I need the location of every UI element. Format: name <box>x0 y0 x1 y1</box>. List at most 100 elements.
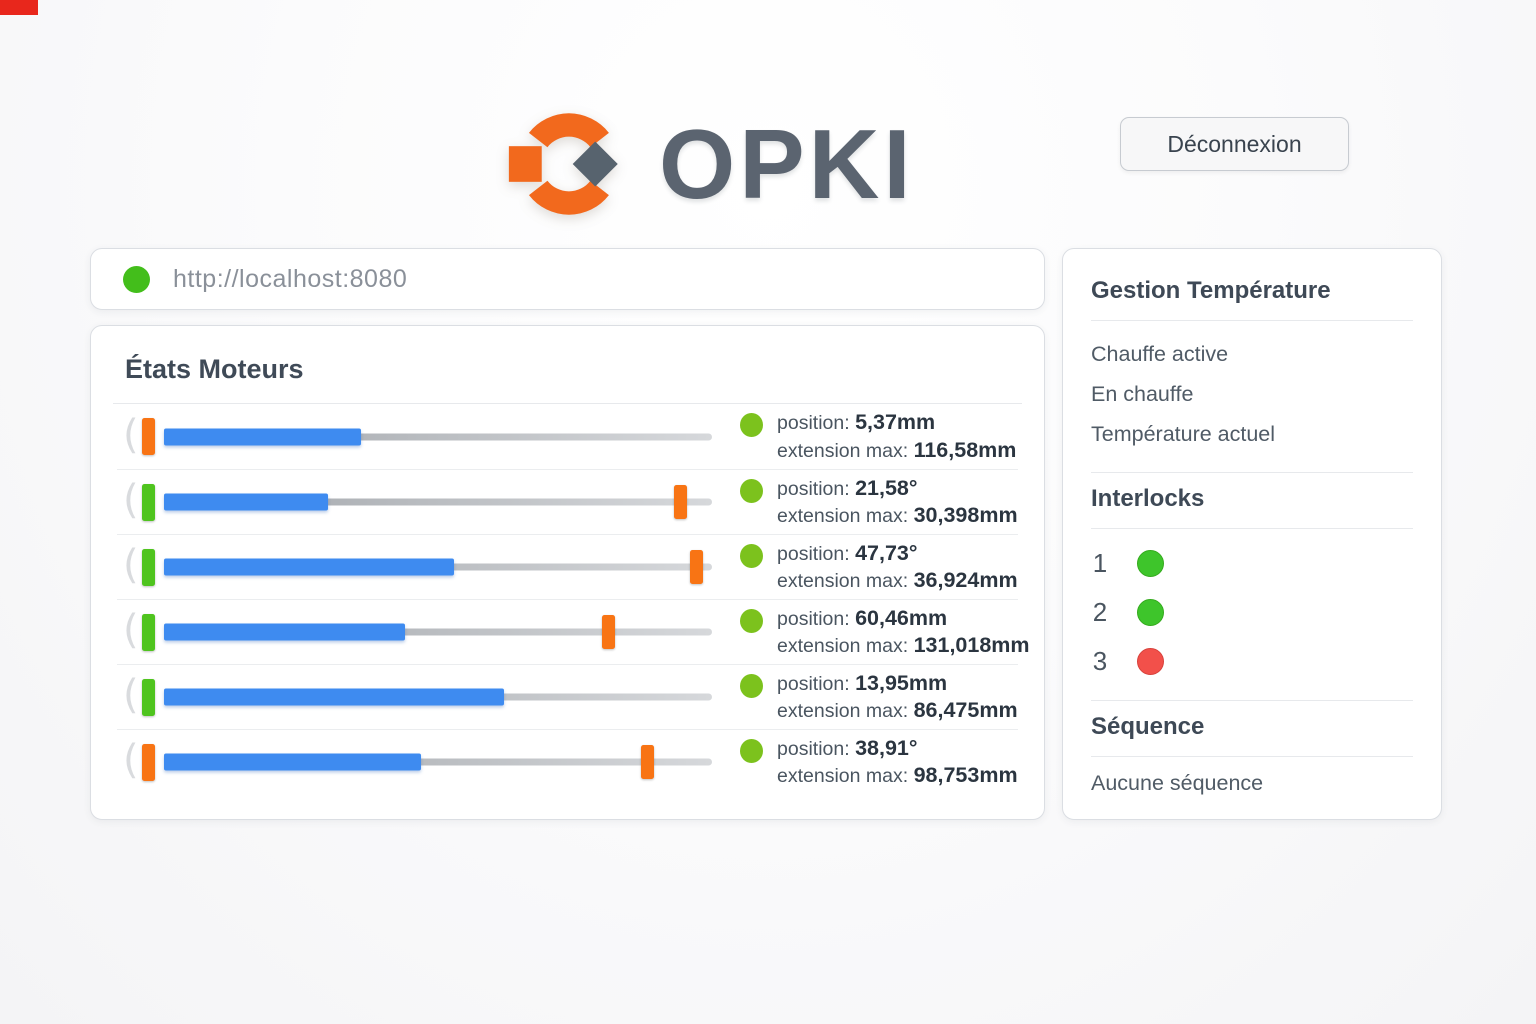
motor-status-dot <box>740 478 763 503</box>
motor-position-slider[interactable] <box>163 676 712 718</box>
temperature-item: En chauffe <box>1091 382 1194 406</box>
temperature-item: Température actuel <box>1091 422 1276 446</box>
slider-fill <box>163 688 504 706</box>
slider-end-bracket: ( <box>123 477 139 523</box>
position-label: position: <box>777 737 856 760</box>
limit-marker <box>673 485 687 519</box>
left-limit-marker <box>141 483 155 521</box>
motors-panel-title: États Moteurs <box>125 354 304 384</box>
left-limit-marker <box>141 418 155 455</box>
motor-position-slider[interactable] <box>163 416 712 458</box>
position-value: 13,95mm <box>855 670 948 695</box>
motor-status: position: 21,58° extension max: 30,398mm <box>740 474 1018 531</box>
slider-fill <box>163 558 455 576</box>
extension-max-label: extension max: <box>777 505 914 527</box>
left-limit-marker <box>141 743 155 781</box>
extension-max-label: extension max: <box>777 765 914 787</box>
corner-red-artifact <box>0 0 38 15</box>
slider-end-bracket: ( <box>123 411 139 458</box>
extension-max-value: 116,58mm <box>913 437 1017 462</box>
extension-max-value: 86,475mm <box>913 698 1018 722</box>
interlock-row: 2 <box>1091 588 1413 637</box>
interlock-number: 2 <box>1092 597 1108 627</box>
position-value: 21,58° <box>855 475 918 500</box>
slider-track <box>163 758 712 766</box>
status-sidebar: Gestion Température Chauffe active En cha… <box>1062 248 1442 820</box>
motor-status: position: 60,46mm extension max: 131,018m… <box>740 604 1030 661</box>
divider <box>113 403 1022 404</box>
extension-max-value: 30,398mm <box>913 503 1018 527</box>
interlock-row: 3 <box>1091 637 1413 686</box>
url-text: http://localhost:8080 <box>173 264 408 293</box>
motor-position-slider[interactable] <box>163 481 712 523</box>
interlock-number: 1 <box>1092 548 1108 578</box>
motor-row: ( position: 5,37mm extension max: 116,58mm <box>117 404 1018 469</box>
motor-row: (position: 13,95mm extension max: 86,475m… <box>117 664 1018 729</box>
motor-status-dot <box>740 543 763 568</box>
slider-track <box>163 433 712 440</box>
motor-row: ( position: 21,58° extension max: 30,398mm <box>117 469 1018 534</box>
position-value: 60,46mm <box>855 605 948 630</box>
slider-fill <box>163 428 362 445</box>
sequence-status: Aucune séquence <box>1091 771 1264 795</box>
interlock-status-dot <box>1137 648 1164 675</box>
limit-marker <box>602 615 616 649</box>
motor-status: position: 5,37mm extension max: 116,58mm <box>740 408 1018 465</box>
position-value: 5,37mm <box>855 410 936 434</box>
motor-status: position: 38,91° extension max: 98,753mm <box>740 734 1018 791</box>
motor-position-slider[interactable] <box>163 546 712 588</box>
motor-status-dot <box>740 673 763 698</box>
extension-max-label: extension max: <box>777 439 914 462</box>
logout-button[interactable]: Déconnexion <box>1120 117 1349 171</box>
motor-readout: position: 21,58° extension max: 30,398mm <box>777 476 1018 531</box>
motor-rows: ( position: 5,37mm extension max: 116,58mm… <box>117 404 1030 794</box>
motor-readout: position: 13,95mm extension max: 86,475mm <box>777 671 1018 726</box>
motor-status-dot <box>740 738 763 763</box>
slider-fill <box>163 623 405 641</box>
slider-end-bracket: ( <box>123 542 139 588</box>
opki-logo-icon <box>508 113 618 215</box>
motor-status: position: 13,95mm extension max: 86,475mm <box>740 669 1018 726</box>
extension-max-value: 131,018mm <box>913 633 1030 657</box>
url-bar[interactable]: http://localhost:8080 <box>90 248 1045 310</box>
extension-max-label: extension max: <box>777 635 914 657</box>
motor-row: ( position: 38,91° extension max: 98,753mm <box>117 729 1018 794</box>
motor-position-slider[interactable] <box>163 741 712 783</box>
motor-row: ( position: 47,73° extension max: 36,924mm <box>117 534 1018 599</box>
position-label: position: <box>777 672 856 695</box>
slider-track <box>163 628 712 636</box>
limit-marker <box>690 550 704 584</box>
motors-panel: États Moteurs ( position: 5,37mm extension… <box>90 325 1045 820</box>
left-limit-marker <box>141 548 155 586</box>
position-value: 38,91° <box>855 735 918 760</box>
interlock-number: 3 <box>1092 646 1108 676</box>
sequence-section-title: Séquence <box>1091 701 1413 757</box>
position-label: position: <box>777 477 856 500</box>
motor-row: (position: 60,46mm extension max: 131,018… <box>117 599 1030 664</box>
brand-wordmark: OPKI <box>659 109 915 219</box>
position-value: 47,73° <box>855 540 918 565</box>
interlock-list: 1 2 3 <box>1091 529 1413 701</box>
interlock-status-dot <box>1137 550 1164 577</box>
extension-max-label: extension max: <box>777 700 914 722</box>
slider-fill <box>163 753 422 771</box>
slider-end-bracket: ( <box>123 737 139 783</box>
slider-track <box>163 498 712 506</box>
interlock-status-dot <box>1137 599 1164 626</box>
temperature-section-title: Gestion Température <box>1091 265 1413 321</box>
left-limit-marker <box>141 613 155 651</box>
left-limit-marker <box>141 678 155 716</box>
position-label: position: <box>777 412 856 434</box>
motor-position-slider[interactable] <box>163 611 712 653</box>
position-label: position: <box>777 542 856 565</box>
temperature-item: Chauffe active <box>1091 342 1229 366</box>
temperature-items: Chauffe active En chauffe Température actu… <box>1091 321 1413 473</box>
motor-readout: position: 47,73° extension max: 36,924mm <box>777 541 1018 596</box>
connection-status-dot <box>123 265 150 293</box>
limit-marker <box>640 745 654 779</box>
position-label: position: <box>777 607 856 630</box>
interlock-row: 1 <box>1091 539 1413 588</box>
extension-max-value: 36,924mm <box>913 568 1018 592</box>
motor-readout: position: 38,91° extension max: 98,753mm <box>777 736 1018 791</box>
extension-max-value: 98,753mm <box>913 763 1018 787</box>
